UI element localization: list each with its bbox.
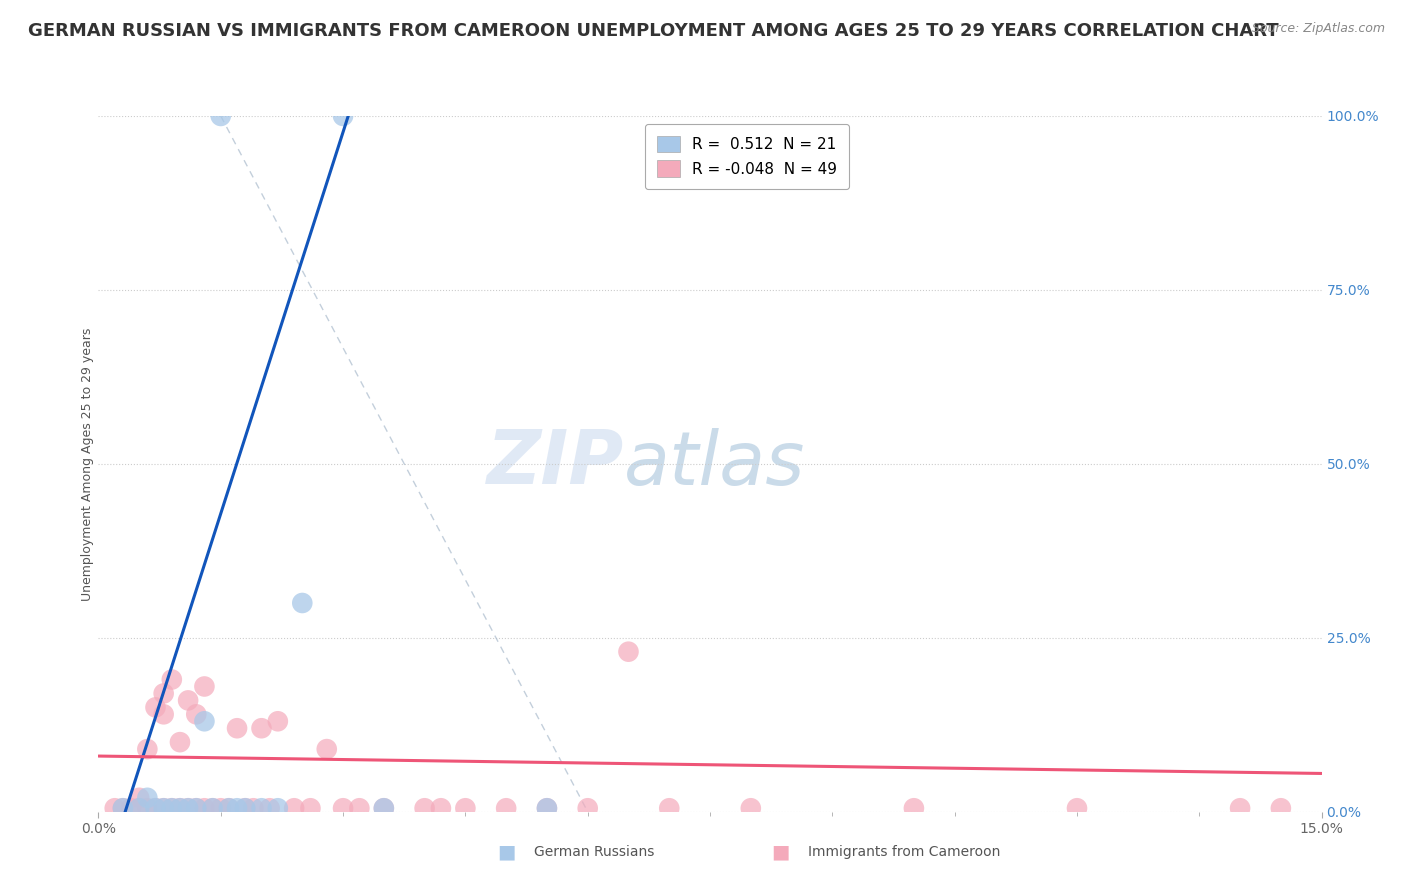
Point [111,801,134,815]
Point [111,801,134,815]
Point [373,801,395,815]
Point [160,801,183,815]
Point [177,693,200,707]
Point [233,801,256,815]
Point [136,742,159,756]
Point [186,801,208,815]
Point [193,714,215,729]
Point [740,801,762,815]
Point [903,801,925,815]
Point [430,801,453,815]
Point [169,801,191,815]
Text: GERMAN RUSSIAN VS IMMIGRANTS FROM CAMEROON UNEMPLOYMENT AMONG AGES 25 TO 29 YEAR: GERMAN RUSSIAN VS IMMIGRANTS FROM CAMERO… [28,22,1278,40]
Point [218,801,240,815]
Point [169,735,191,749]
Point [160,673,183,687]
Point [128,801,150,815]
Point [136,790,159,805]
Point [233,801,256,815]
Point [152,707,174,722]
Point [152,801,174,815]
Point [226,721,249,735]
Point [193,801,215,815]
Point [160,801,183,815]
Text: ■: ■ [770,842,790,862]
Point [145,801,167,815]
Point [250,721,273,735]
Point [152,686,174,700]
Point [1270,801,1292,815]
Point [145,700,167,714]
Point [250,801,273,815]
Point [536,801,558,815]
Point [454,801,477,815]
Point [332,109,354,123]
Point [226,801,249,815]
Point [104,801,127,815]
Point [1229,801,1251,815]
Point [177,801,200,815]
Point [177,801,200,815]
Point [169,801,191,815]
Text: Source: ZipAtlas.com: Source: ZipAtlas.com [1251,22,1385,36]
Point [267,801,290,815]
Point [536,801,558,815]
Point [120,801,142,815]
Point [1066,801,1088,815]
Point [201,801,224,815]
Text: Immigrants from Cameroon: Immigrants from Cameroon [808,845,1001,859]
Point [373,801,395,815]
Point [193,680,215,694]
Point [242,801,264,815]
Point [299,801,322,815]
Y-axis label: Unemployment Among Ages 25 to 29 years: Unemployment Among Ages 25 to 29 years [80,327,94,600]
Point [495,801,517,815]
Point [267,714,290,729]
Point [186,801,208,815]
Point [152,801,174,815]
Point [259,801,281,815]
Point [209,109,232,123]
Point [128,790,150,805]
Text: atlas: atlas [624,428,806,500]
Point [283,801,305,815]
Point [349,801,371,815]
Point [576,801,599,815]
Point [332,801,354,815]
Text: ZIP: ZIP [486,427,624,500]
Point [136,801,159,815]
Point [218,801,240,815]
Point [186,707,208,722]
Point [201,801,224,815]
Text: German Russians: German Russians [534,845,655,859]
Point [128,801,150,815]
Point [315,742,337,756]
Point [617,645,640,659]
Point [291,596,314,610]
Point [413,801,436,815]
Legend: R =  0.512  N = 21, R = -0.048  N = 49: R = 0.512 N = 21, R = -0.048 N = 49 [644,124,849,189]
Text: ■: ■ [496,842,516,862]
Point [658,801,681,815]
Point [145,801,167,815]
Point [209,801,232,815]
